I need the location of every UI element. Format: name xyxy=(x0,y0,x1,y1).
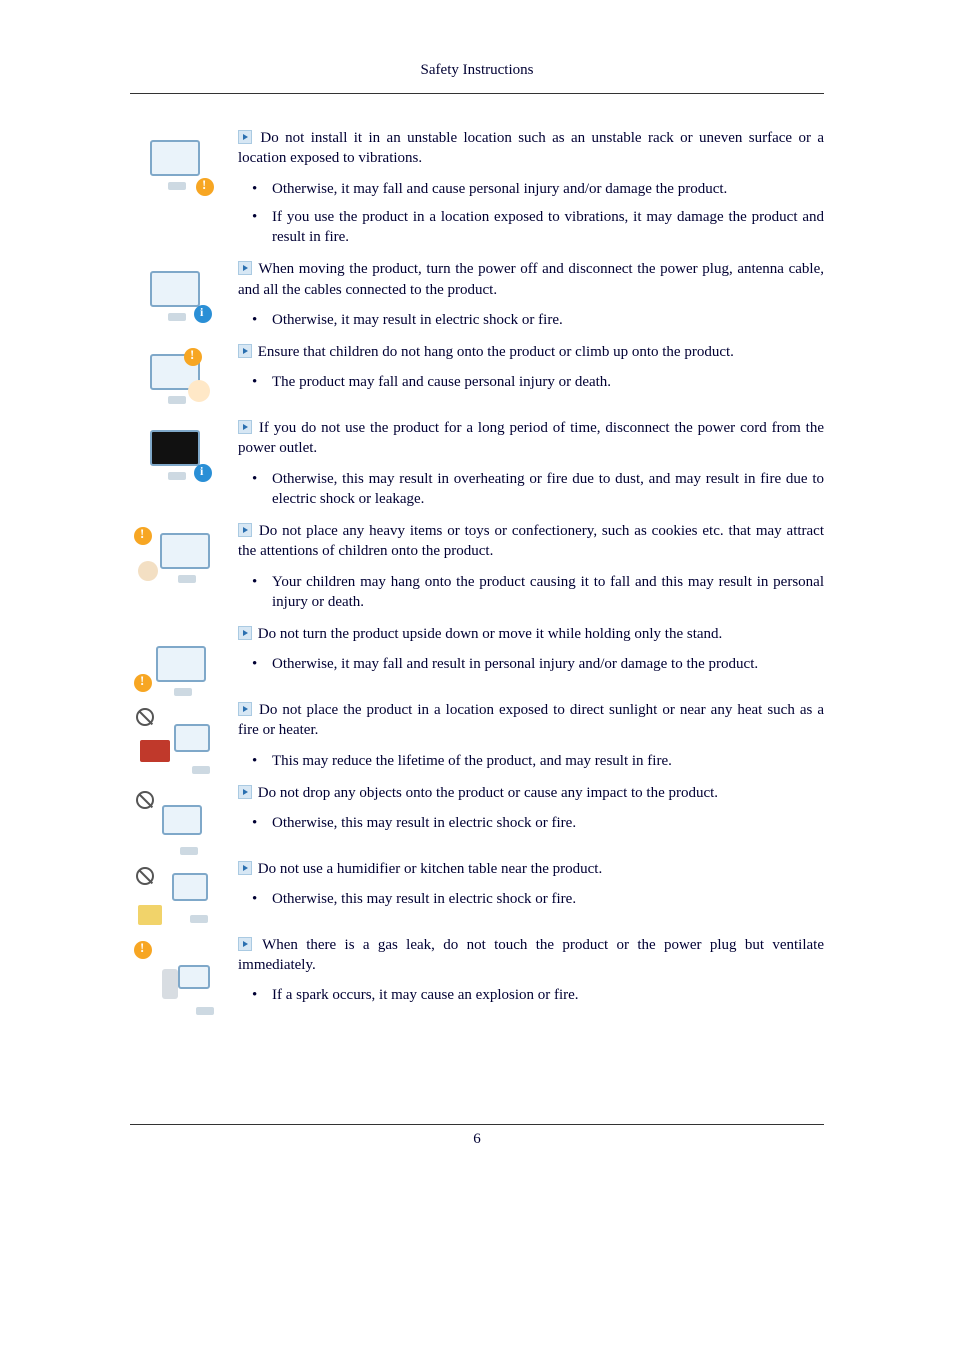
bullet-mark: • xyxy=(252,751,272,771)
bullet-mark: • xyxy=(252,179,272,199)
instruction-bullet: • Otherwise, this may result in electric… xyxy=(238,813,824,833)
instruction-bullet: • This may reduce the lifetime of the pr… xyxy=(238,751,824,771)
bullet-text: The product may fall and cause personal … xyxy=(272,372,824,392)
arrow-icon xyxy=(238,420,252,434)
bullet-text: Otherwise, this may result in overheatin… xyxy=(272,469,824,510)
bullet-mark: • xyxy=(252,207,272,248)
illustration xyxy=(130,342,238,414)
lead-text: Ensure that children do not hang onto th… xyxy=(258,344,734,360)
lead-text: Do not place the product in a location e… xyxy=(238,702,824,738)
arrow-icon xyxy=(238,130,252,144)
arrow-icon xyxy=(238,861,252,875)
item-content: Do not place any heavy items or toys or … xyxy=(238,521,824,620)
item-content: Do not drop any objects onto the product… xyxy=(238,783,824,842)
item-content: When moving the product, turn the power … xyxy=(238,259,824,338)
running-header: Safety Instructions xyxy=(130,62,824,79)
bullet-text: Otherwise, it may fall and result in per… xyxy=(272,654,824,674)
bullet-mark: • xyxy=(252,372,272,392)
illustration xyxy=(130,700,238,772)
bullet-text: If you use the product in a location exp… xyxy=(272,207,824,248)
illustration xyxy=(130,783,238,855)
instruction-bullet: • Otherwise, it may fall and cause perso… xyxy=(238,179,824,199)
lead-text: Do not drop any objects onto the product… xyxy=(258,785,718,801)
instruction-lead: When moving the product, turn the power … xyxy=(238,259,824,300)
item-content: If you do not use the product for a long… xyxy=(238,418,824,517)
lead-text: If you do not use the product for a long… xyxy=(238,420,824,456)
lead-text: When there is a gas leak, do not touch t… xyxy=(238,937,824,973)
instruction-lead: Do not place any heavy items or toys or … xyxy=(238,521,824,562)
illustration xyxy=(130,935,238,1007)
item-content: Do not place the product in a location e… xyxy=(238,700,824,779)
instruction-bullet: • Otherwise, this may result in overheat… xyxy=(238,469,824,510)
arrow-icon xyxy=(238,702,252,716)
bullet-text: Otherwise, it may result in electric sho… xyxy=(272,310,824,330)
illustration xyxy=(130,128,238,200)
bullet-mark: • xyxy=(252,889,272,909)
instruction-bullet: • Otherwise, this may result in electric… xyxy=(238,889,824,909)
bullet-mark: • xyxy=(252,654,272,674)
instruction-lead: Do not install it in an unstable locatio… xyxy=(238,128,824,169)
illustration xyxy=(130,259,238,331)
safety-item: Do not place any heavy items or toys or … xyxy=(130,521,824,620)
illustration xyxy=(130,624,238,696)
bullet-mark: • xyxy=(252,572,272,613)
bullet-text: Otherwise, it may fall and cause persona… xyxy=(272,179,824,199)
lead-text: Do not use a humidifier or kitchen table… xyxy=(258,861,602,877)
bullet-mark: • xyxy=(252,469,272,510)
lead-text: Do not install it in an unstable locatio… xyxy=(238,130,824,166)
bullet-text: Otherwise, this may result in electric s… xyxy=(272,889,824,909)
instruction-lead: Do not place the product in a location e… xyxy=(238,700,824,741)
arrow-icon xyxy=(238,261,252,275)
page-number: 6 xyxy=(130,1131,824,1148)
instruction-bullet: • The product may fall and cause persona… xyxy=(238,372,824,392)
footer-rule xyxy=(130,1124,824,1125)
instruction-bullet: • If you use the product in a location e… xyxy=(238,207,824,248)
arrow-icon xyxy=(238,785,252,799)
safety-item: Ensure that children do not hang onto th… xyxy=(130,342,824,414)
safety-item: If you do not use the product for a long… xyxy=(130,418,824,517)
safety-item: Do not drop any objects onto the product… xyxy=(130,783,824,855)
arrow-icon xyxy=(238,626,252,640)
instruction-lead: Do not drop any objects onto the product… xyxy=(238,783,824,803)
arrow-icon xyxy=(238,344,252,358)
header-rule xyxy=(130,93,824,94)
safety-item: Do not place the product in a location e… xyxy=(130,700,824,779)
safety-item: When moving the product, turn the power … xyxy=(130,259,824,338)
safety-item: Do not turn the product upside down or m… xyxy=(130,624,824,696)
instruction-lead: Ensure that children do not hang onto th… xyxy=(238,342,824,362)
instruction-lead: Do not turn the product upside down or m… xyxy=(238,624,824,644)
item-content: Do not turn the product upside down or m… xyxy=(238,624,824,683)
instruction-lead: When there is a gas leak, do not touch t… xyxy=(238,935,824,976)
illustration xyxy=(130,859,238,931)
instruction-bullet: • Otherwise, it may fall and result in p… xyxy=(238,654,824,674)
instruction-bullet: • Otherwise, it may result in electric s… xyxy=(238,310,824,330)
instruction-bullet: • Your children may hang onto the produc… xyxy=(238,572,824,613)
illustration xyxy=(130,521,238,593)
safety-item: When there is a gas leak, do not touch t… xyxy=(130,935,824,1014)
item-content: Do not install it in an unstable locatio… xyxy=(238,128,824,255)
lead-text: Do not turn the product upside down or m… xyxy=(258,626,723,642)
bullet-text: Your children may hang onto the product … xyxy=(272,572,824,613)
lead-text: When moving the product, turn the power … xyxy=(238,261,824,297)
item-content: Do not use a humidifier or kitchen table… xyxy=(238,859,824,918)
item-content: Ensure that children do not hang onto th… xyxy=(238,342,824,401)
bullet-mark: • xyxy=(252,985,272,1005)
safety-item: Do not install it in an unstable locatio… xyxy=(130,128,824,255)
bullet-text: This may reduce the lifetime of the prod… xyxy=(272,751,824,771)
instruction-lead: Do not use a humidifier or kitchen table… xyxy=(238,859,824,879)
illustration xyxy=(130,418,238,490)
bullet-text: If a spark occurs, it may cause an explo… xyxy=(272,985,824,1005)
bullet-text: Otherwise, this may result in electric s… xyxy=(272,813,824,833)
arrow-icon xyxy=(238,523,252,537)
bullet-mark: • xyxy=(252,813,272,833)
page: Safety Instructions Do not install it in… xyxy=(0,0,954,1198)
instruction-lead: If you do not use the product for a long… xyxy=(238,418,824,459)
item-content: When there is a gas leak, do not touch t… xyxy=(238,935,824,1014)
lead-text: Do not place any heavy items or toys or … xyxy=(238,523,824,559)
bullet-mark: • xyxy=(252,310,272,330)
arrow-icon xyxy=(238,937,252,951)
instruction-bullet: • If a spark occurs, it may cause an exp… xyxy=(238,985,824,1005)
safety-item: Do not use a humidifier or kitchen table… xyxy=(130,859,824,931)
